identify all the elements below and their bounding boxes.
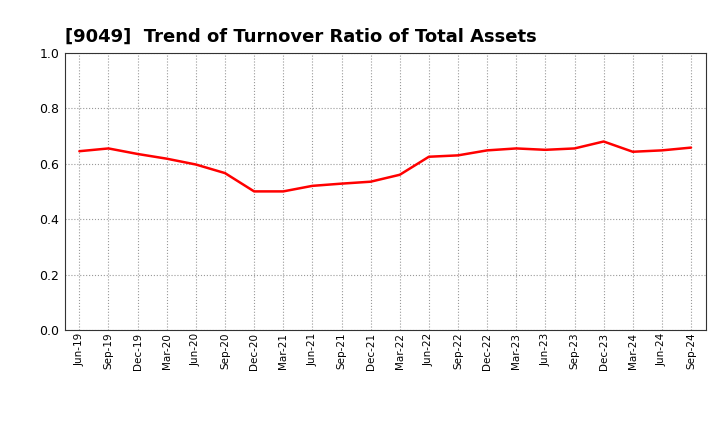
Text: [9049]  Trend of Turnover Ratio of Total Assets: [9049] Trend of Turnover Ratio of Total …: [65, 28, 536, 46]
